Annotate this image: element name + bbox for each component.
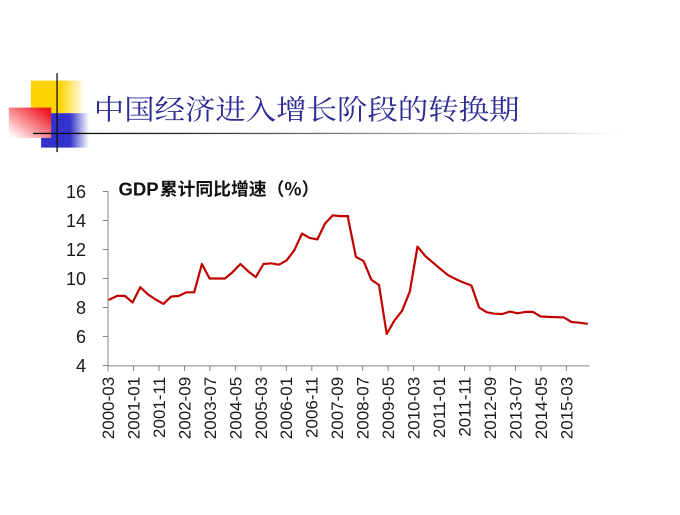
svg-text:12: 12 — [66, 240, 86, 260]
svg-text:2003-07: 2003-07 — [201, 377, 220, 439]
svg-text:8: 8 — [76, 298, 86, 318]
svg-text:10: 10 — [66, 269, 86, 289]
svg-text:2009-05: 2009-05 — [379, 377, 398, 439]
svg-text:16: 16 — [66, 182, 86, 202]
svg-text:6: 6 — [76, 327, 86, 347]
svg-text:4: 4 — [76, 356, 86, 376]
svg-text:2014-05: 2014-05 — [532, 377, 551, 439]
svg-text:2007-09: 2007-09 — [328, 377, 347, 439]
svg-text:2015-03: 2015-03 — [557, 377, 576, 439]
svg-text:2001-01: 2001-01 — [125, 377, 144, 439]
svg-text:2001-11: 2001-11 — [150, 377, 169, 438]
svg-text:2004-05: 2004-05 — [226, 377, 245, 439]
svg-text:14: 14 — [66, 211, 86, 231]
svg-text:2002-09: 2002-09 — [175, 377, 194, 439]
svg-text:2005-03: 2005-03 — [252, 377, 271, 439]
svg-text:2010-03: 2010-03 — [405, 377, 424, 439]
svg-text:GDP: GDP — [119, 178, 159, 199]
svg-text:2011-11: 2011-11 — [455, 377, 474, 437]
svg-text:2008-07: 2008-07 — [354, 377, 373, 439]
svg-text:2012-09: 2012-09 — [481, 377, 500, 439]
svg-text:2006-11: 2006-11 — [303, 377, 322, 438]
svg-text:2013-07: 2013-07 — [506, 377, 525, 439]
svg-text:2006-01: 2006-01 — [277, 377, 296, 439]
svg-text:2011-01: 2011-01 — [430, 377, 449, 438]
svg-text:2000-03: 2000-03 — [99, 377, 118, 439]
